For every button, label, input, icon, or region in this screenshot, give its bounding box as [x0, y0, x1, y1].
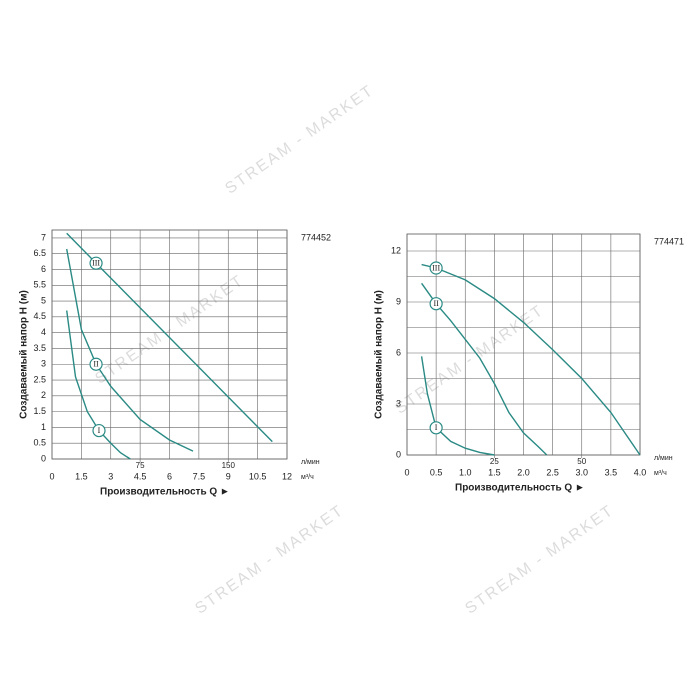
x-tick-label: 7.5 [193, 471, 206, 481]
x2-tick-label: 25 [490, 457, 499, 466]
y-tick-label: 0 [396, 449, 401, 459]
x-tick-label: 1.5 [75, 471, 88, 481]
y-tick-label: 9 [396, 296, 401, 306]
x-tick-label: 12 [282, 471, 292, 481]
y-tick-label: 5 [41, 295, 46, 305]
y-tick-label: 2 [41, 390, 46, 400]
y-tick-label: 6.5 [33, 248, 46, 258]
curve-label: I [435, 423, 438, 432]
x-tick-label: 0.5 [430, 467, 443, 477]
curve-marker [89, 256, 103, 270]
y-tick-label: 3 [41, 359, 46, 369]
x-tick-label: 4.0 [634, 467, 647, 477]
curve [66, 248, 194, 452]
curve [421, 282, 548, 456]
y-tick-label: 6 [41, 264, 46, 274]
curve-label: II [433, 299, 439, 308]
x2-tick-label: 50 [577, 457, 586, 466]
x-axis-title: Производительность Q ► [455, 483, 585, 494]
y-tick-label: 2.5 [33, 374, 46, 384]
y-tick-label: 1.5 [33, 406, 46, 416]
y-tick-label: 6 [396, 347, 401, 357]
x-tick-label: 3.5 [605, 467, 618, 477]
curve-marker [429, 297, 443, 311]
y-tick-label: 5.5 [33, 280, 46, 290]
y-tick-label: 0 [41, 453, 46, 463]
x-tick-label: 2.5 [546, 467, 559, 477]
y-tick-label: 12 [391, 245, 401, 255]
x-tick-label: 2.0 [517, 467, 530, 477]
y-tick-label: 4 [41, 327, 46, 337]
curve [420, 356, 495, 456]
y-tick-label: 7 [41, 232, 46, 242]
x2-unit: л/мин [301, 459, 320, 466]
curve-label: II [93, 360, 99, 369]
x-tick-label: 0 [49, 471, 54, 481]
watermark: STREAM - MARKET [222, 82, 377, 198]
x-tick-label: 6 [167, 471, 172, 481]
watermark: STREAM - MARKET [462, 502, 617, 618]
model-number: 774471 [654, 236, 684, 246]
x2-tick-label: 75 [136, 461, 145, 470]
curve-label: I [98, 426, 101, 435]
curve-marker [429, 421, 443, 435]
curve-marker [89, 357, 103, 371]
x-tick-label: 3 [108, 471, 113, 481]
y-axis-title: Создаваемый напор H (м) [374, 290, 385, 419]
curve-marker [429, 261, 443, 275]
x-tick-label: 4.5 [134, 471, 147, 481]
y-tick-label: 1 [41, 422, 46, 432]
x-tick-label: 10.5 [249, 471, 267, 481]
y-tick-label: 4.5 [33, 311, 46, 321]
curve [421, 263, 641, 456]
y-tick-label: 3 [396, 398, 401, 408]
x-unit: м³/ч [301, 474, 314, 481]
y-axis-title: Создаваемый напор H (м) [19, 290, 30, 419]
watermark: STREAM - MARKET [92, 272, 247, 388]
y-tick-label: 0.5 [33, 438, 46, 448]
curve-label: III [92, 258, 100, 267]
curve-marker [92, 423, 106, 438]
curve-label: III [432, 263, 440, 272]
x-unit: м³/ч [654, 470, 667, 477]
x-axis-title: Производительность Q ► [100, 487, 230, 498]
y-tick-label: 3.5 [33, 343, 46, 353]
watermark: STREAM - MARKET [392, 302, 547, 418]
x2-tick-label: 150 [222, 461, 236, 470]
x-tick-label: 1.5 [488, 467, 501, 477]
x-tick-label: 1.0 [459, 467, 472, 477]
watermark: STREAM - MARKET [192, 502, 347, 618]
x-tick-label: 9 [226, 471, 231, 481]
x-tick-label: 0 [404, 467, 409, 477]
x2-unit: л/мин [654, 455, 673, 462]
x-tick-label: 3.0 [575, 467, 588, 477]
model-number: 774452 [301, 232, 331, 242]
